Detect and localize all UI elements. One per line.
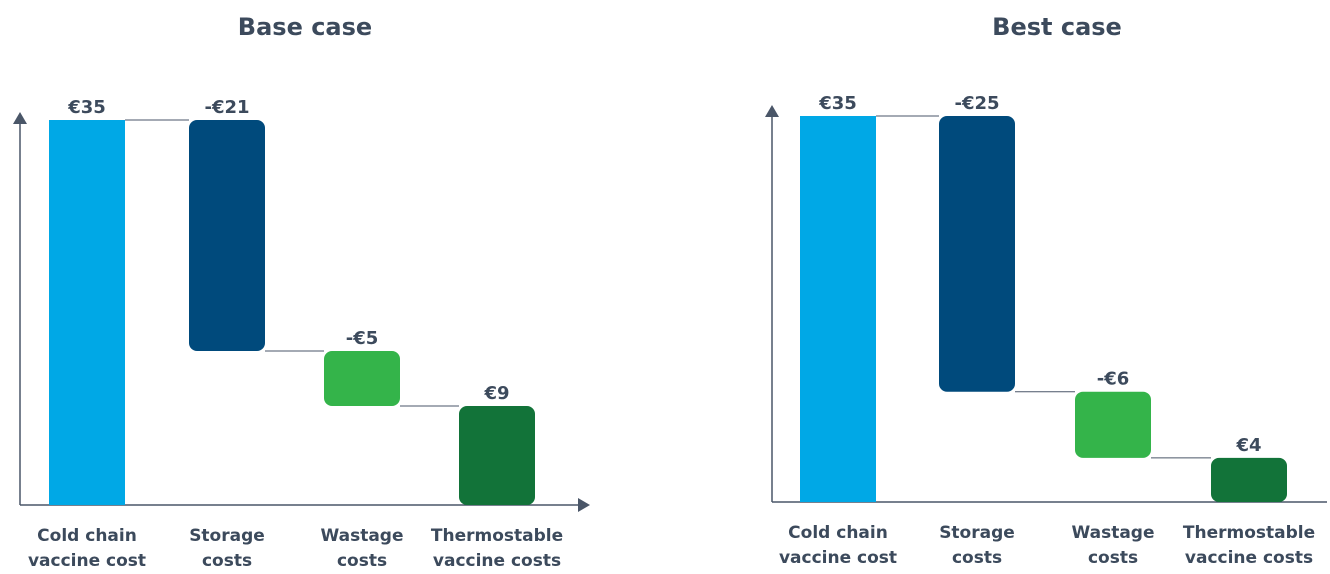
value-label: €35 — [67, 97, 106, 118]
value-label: -€6 — [1097, 369, 1130, 390]
value-label: €9 — [483, 383, 509, 404]
category-label: Storage — [189, 526, 265, 546]
bar-wastage — [324, 351, 400, 406]
y-axis-arrow-icon — [765, 105, 779, 117]
bar-wastage — [1075, 391, 1151, 458]
bar-thermostable — [1211, 457, 1287, 502]
category-label: costs — [1088, 548, 1138, 568]
category-label: Storage — [939, 523, 1015, 543]
category-label: costs — [202, 551, 252, 570]
category-label: vaccine cost — [28, 551, 146, 570]
y-axis-arrow-icon — [13, 112, 27, 124]
bar-storage — [939, 116, 1015, 392]
category-label: Cold chain — [788, 523, 888, 543]
chart-title: Base case — [238, 13, 372, 41]
value-label: -€21 — [204, 97, 249, 118]
category-label: costs — [952, 548, 1002, 568]
category-label: vaccine cost — [779, 548, 897, 568]
chart-title: Best case — [992, 13, 1122, 41]
value-label: -€25 — [954, 93, 999, 114]
value-label: -€5 — [346, 328, 379, 349]
bar-thermostable — [459, 406, 535, 505]
category-label: vaccine costs — [433, 551, 561, 570]
x-axis-arrow-icon — [578, 498, 590, 512]
chart-panel-best-case: Best case €35 Cold chain vaccine cost -€25 St… — [765, 13, 1327, 568]
category-label: Cold chain — [37, 526, 137, 546]
bar-cold-chain — [49, 120, 125, 505]
category-label: costs — [337, 551, 387, 570]
bar-cold-chain — [800, 116, 876, 502]
category-label: Wastage — [1071, 523, 1154, 543]
category-label: Thermostable — [1183, 523, 1315, 543]
bar-storage — [189, 120, 265, 351]
value-label: €35 — [818, 93, 857, 114]
category-label: Wastage — [320, 526, 403, 546]
category-label: vaccine costs — [1185, 548, 1313, 568]
category-label: Thermostable — [431, 526, 563, 546]
value-label: €4 — [1235, 435, 1261, 456]
chart-panel-base-case: Base case €35 Cold chain vaccine cost -€21 St… — [13, 13, 590, 571]
